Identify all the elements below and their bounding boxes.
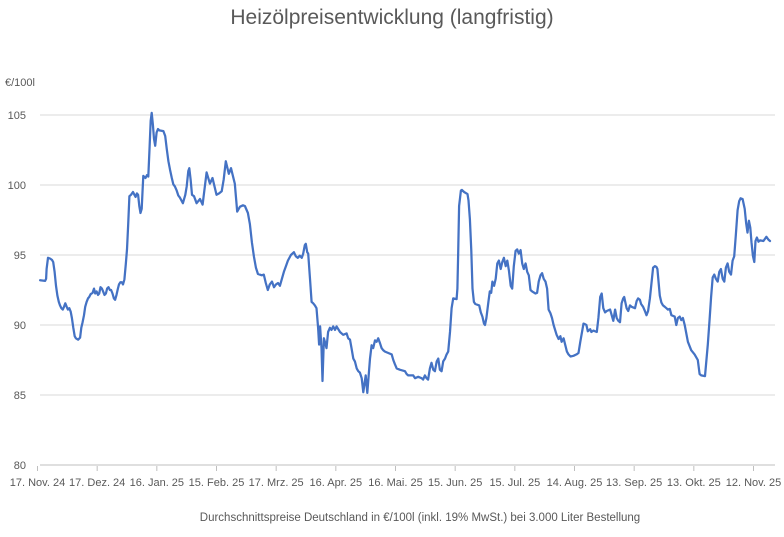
y-tick-label: 105 (8, 110, 26, 122)
y-tick-label: 90 (14, 320, 26, 332)
x-tick-label: 14. Aug. 25 (547, 477, 603, 489)
y-tick-label: 95 (14, 250, 26, 262)
x-tick-label: 16. Jan. 25 (130, 477, 184, 489)
page-title: Heizölpreisentwicklung (langfristig) (230, 6, 554, 29)
x-tick-label: 13. Sep. 25 (606, 477, 662, 489)
x-tick-label: 16. Apr. 25 (310, 477, 363, 489)
x-tick-label: 17. Mrz. 25 (249, 477, 304, 489)
x-tick-label: 17. Nov. 24 (10, 477, 65, 489)
price-line-series (38, 111, 772, 395)
x-tick-label: 15. Feb. 25 (189, 477, 245, 489)
x-tick-label: 15. Jun. 25 (428, 477, 482, 489)
x-tick-label: 13. Okt. 25 (667, 477, 721, 489)
x-tick-label: 17. Dez. 24 (69, 477, 125, 489)
y-axis-unit-label: €/100l (5, 77, 35, 89)
y-tick-label: 100 (8, 180, 26, 192)
chart-caption: Durchschnittspreise Deutschland in €/100… (199, 512, 641, 524)
y-tick-label: 85 (14, 390, 26, 402)
x-tick-label: 16. Mai. 25 (368, 477, 422, 489)
y-tick-label: 80 (14, 460, 26, 472)
x-tick-label: 12. Nov. 25 (726, 477, 781, 489)
x-tick-label: 15. Jul. 25 (489, 477, 540, 489)
